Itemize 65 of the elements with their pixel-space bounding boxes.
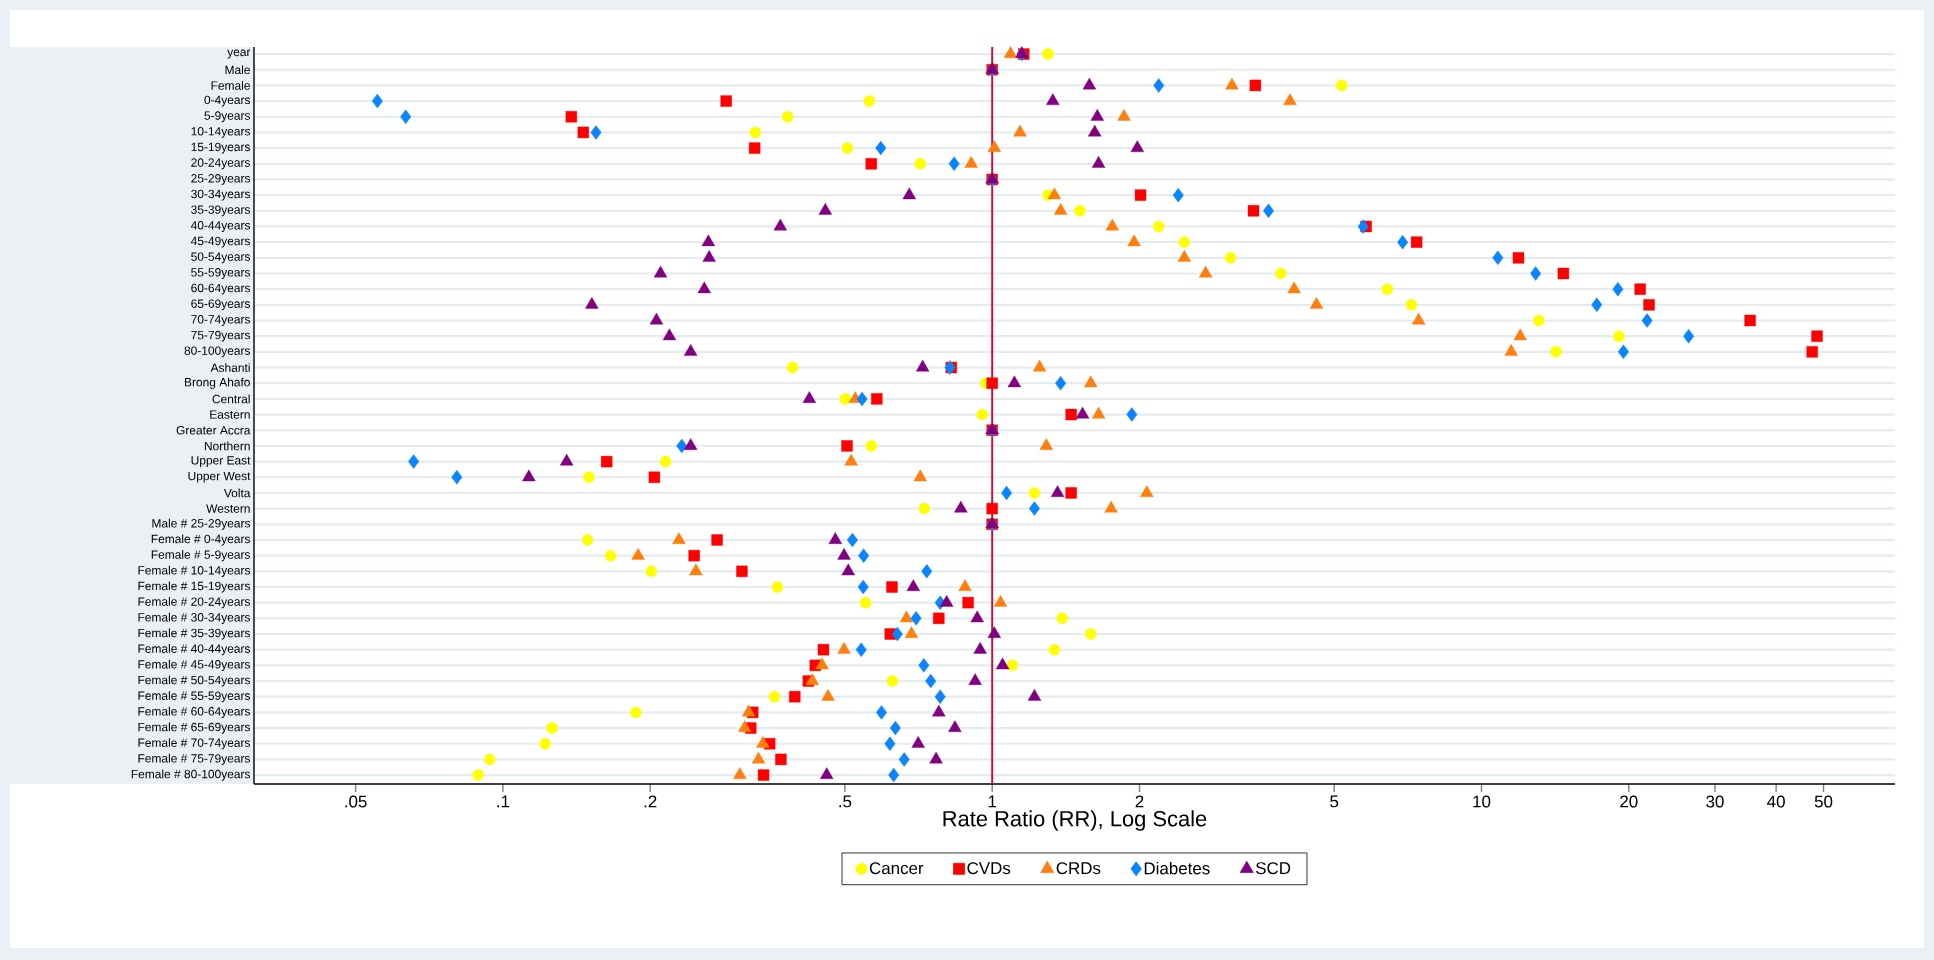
y-tick-label: Female # 15-19years — [138, 581, 251, 593]
y-tick-label: 50-54years — [191, 252, 251, 264]
y-tick-label: Female # 20-24years — [138, 597, 251, 609]
y-tick-label: 75-79years — [191, 330, 251, 342]
x-tick-label: .1 — [497, 795, 510, 808]
y-tick-label: 5-9years — [204, 111, 251, 123]
y-tick-label: 60-64years — [191, 283, 251, 295]
y-tick-label: Upper West — [188, 471, 251, 483]
x-tick-label: 30 — [1706, 795, 1724, 808]
y-tick-label: 10-14years — [191, 127, 251, 138]
x-tick-label: .2 — [644, 795, 657, 808]
x-axis-title: Rate Ratio (RR), Log Scale — [943, 810, 1207, 831]
y-tick-label: Female # 80-100years — [131, 769, 251, 781]
x-tick-label: 2 — [1135, 795, 1144, 808]
x-tick-label: 20 — [1620, 795, 1638, 808]
y-tick-label: 25-29years — [191, 174, 251, 185]
y-tick-label: Female # 10-14years — [138, 565, 251, 577]
y-tick-label: 30-34years — [191, 189, 251, 201]
x-tick-label: 40 — [1767, 795, 1785, 808]
y-tick-label: Female # 5-9years — [151, 550, 251, 562]
y-tick-label: Female — [211, 81, 250, 90]
y-tick-label: Ashanti — [210, 363, 250, 372]
y-tick-label: Northern — [204, 441, 250, 451]
x-tick-label: 50 — [1814, 795, 1833, 808]
y-tick-label: 20-24years — [191, 158, 251, 170]
x-tick-label: 5 — [1330, 795, 1339, 808]
y-tick-label: 0-4years — [204, 95, 251, 107]
y-tick-label: Upper East — [191, 456, 251, 467]
y-tick-label: Greater Accra — [176, 426, 251, 435]
y-tick-label: Brong Ahafo — [184, 377, 250, 389]
legend-label: Cancer — [869, 862, 924, 875]
x-tick-label: .05 — [345, 795, 367, 808]
y-tick-label: 80-100years — [184, 346, 251, 358]
legend-label: Diabetes — [1144, 861, 1210, 875]
legend-label: CVDs — [967, 862, 1011, 875]
y-tick-label: 70-74years — [191, 315, 251, 326]
y-tick-label: Female # 30-34years — [138, 612, 251, 624]
y-tick-label: Central — [212, 394, 250, 404]
legend-label: SCD — [1256, 862, 1291, 875]
y-tick-label: 55-59years — [191, 268, 251, 279]
x-tick-label: 10 — [1473, 795, 1491, 808]
y-tick-label: Female # 35-39years — [138, 628, 251, 640]
y-tick-label: Female # 0-4years — [151, 534, 251, 546]
y-tick-label: 65-69years — [191, 299, 251, 311]
y-tick-label: Female # 70-74years — [138, 738, 251, 750]
y-tick-label: Female # 55-59years — [138, 691, 251, 703]
legend-label: CRDs — [1056, 862, 1101, 875]
y-tick-label: Western — [206, 504, 250, 513]
y-tick-label: Female # 60-64years — [138, 706, 251, 718]
y-tick-label: year — [227, 49, 251, 59]
y-tick-label: Female # 40-44years — [138, 644, 251, 656]
y-tick-label: Female # 50-54years — [138, 675, 251, 687]
y-tick-label: Eastern — [210, 410, 250, 419]
y-tick-label: 45-49years — [190, 236, 251, 248]
y-tick-label: 35-39years — [191, 205, 251, 217]
y-tick-label: Female # 65-69years — [138, 722, 251, 734]
y-tick-label: Volta — [223, 488, 251, 498]
x-tick-label: 1 — [988, 795, 997, 808]
y-tick-label: Female # 45-49years — [138, 659, 251, 671]
y-tick-label: Female # 75-79years — [138, 753, 251, 765]
y-tick-label: Male # 25-29years — [152, 518, 251, 530]
y-tick-label: 40-44years — [190, 221, 251, 232]
y-tick-label: Male — [225, 65, 250, 75]
x-tick-label: .5 — [839, 795, 852, 808]
y-tick-label: 15-19years — [191, 142, 251, 154]
